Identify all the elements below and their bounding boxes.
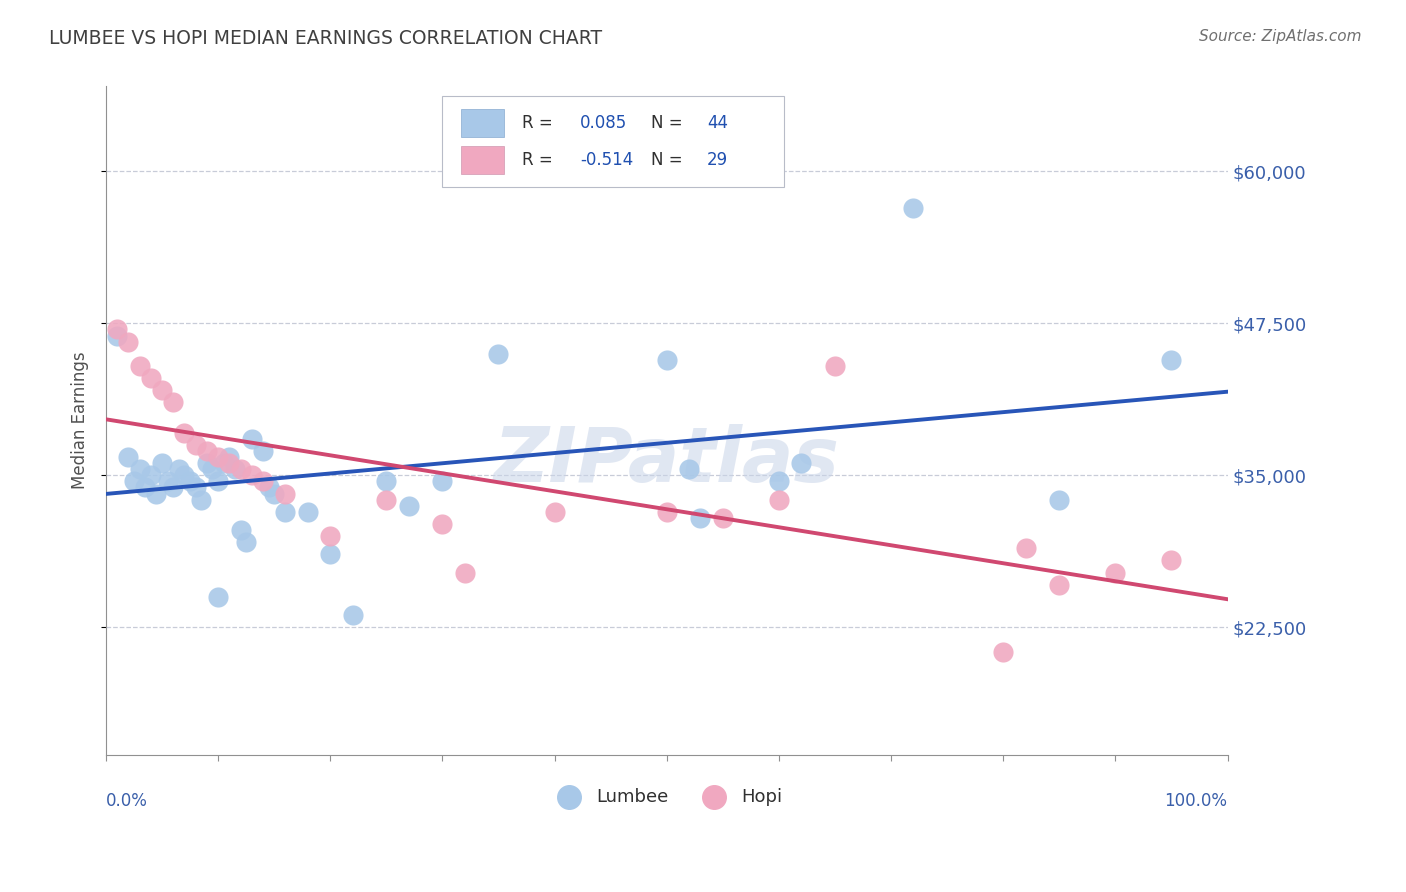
Point <box>375 492 398 507</box>
Point <box>195 444 218 458</box>
Point <box>711 511 734 525</box>
Point <box>274 505 297 519</box>
Point <box>195 456 218 470</box>
Text: R =: R = <box>522 114 558 132</box>
Text: 44: 44 <box>707 114 728 132</box>
Point <box>488 347 510 361</box>
Text: 29: 29 <box>707 151 728 169</box>
Point <box>224 462 246 476</box>
Text: Source: ZipAtlas.com: Source: ZipAtlas.com <box>1198 29 1361 44</box>
Text: 0.085: 0.085 <box>581 114 627 132</box>
Point <box>235 535 257 549</box>
Text: 100.0%: 100.0% <box>1164 792 1227 810</box>
Point <box>179 475 201 489</box>
Text: R =: R = <box>522 151 558 169</box>
Point <box>173 468 195 483</box>
Point <box>145 486 167 500</box>
FancyBboxPatch shape <box>461 109 505 137</box>
Point <box>274 486 297 500</box>
Point <box>105 328 128 343</box>
Point <box>297 505 319 519</box>
Point <box>139 371 162 385</box>
Point <box>207 475 229 489</box>
Point <box>993 644 1015 658</box>
Point <box>218 456 240 470</box>
Point <box>117 450 139 464</box>
Point <box>162 481 184 495</box>
Point <box>768 475 790 489</box>
Point <box>689 511 711 525</box>
Point <box>1104 566 1126 580</box>
Point <box>128 462 150 476</box>
Point <box>252 444 274 458</box>
Point <box>257 481 280 495</box>
Text: 0.0%: 0.0% <box>105 792 148 810</box>
Text: N =: N = <box>651 114 688 132</box>
Point <box>375 475 398 489</box>
Point <box>105 322 128 336</box>
Point <box>150 383 173 397</box>
Point <box>342 608 364 623</box>
Point <box>207 450 229 464</box>
Point <box>240 468 263 483</box>
Point <box>678 462 700 476</box>
Point <box>432 516 454 531</box>
Point <box>768 492 790 507</box>
Point <box>122 475 145 489</box>
Point <box>319 547 342 561</box>
Point <box>162 395 184 409</box>
Point <box>655 505 678 519</box>
Point <box>139 468 162 483</box>
Point <box>1047 492 1070 507</box>
Point <box>184 438 207 452</box>
Point <box>655 352 678 367</box>
Point <box>218 450 240 464</box>
FancyBboxPatch shape <box>461 146 505 174</box>
Point <box>398 499 420 513</box>
FancyBboxPatch shape <box>443 96 785 186</box>
Text: N =: N = <box>651 151 688 169</box>
Point <box>207 590 229 604</box>
Point <box>543 505 565 519</box>
Point <box>252 475 274 489</box>
Point <box>167 462 190 476</box>
Point <box>1047 578 1070 592</box>
Point <box>319 529 342 543</box>
Point <box>150 456 173 470</box>
Y-axis label: Median Earnings: Median Earnings <box>72 351 89 490</box>
Point <box>117 334 139 349</box>
Text: -0.514: -0.514 <box>581 151 634 169</box>
Point <box>240 432 263 446</box>
Legend: Lumbee, Hopi: Lumbee, Hopi <box>544 780 789 813</box>
Point <box>229 523 252 537</box>
Point <box>184 481 207 495</box>
Point <box>824 359 846 373</box>
Point <box>1014 541 1036 556</box>
Point <box>903 201 925 215</box>
Point <box>190 492 212 507</box>
Point <box>432 475 454 489</box>
Text: LUMBEE VS HOPI MEDIAN EARNINGS CORRELATION CHART: LUMBEE VS HOPI MEDIAN EARNINGS CORRELATI… <box>49 29 602 47</box>
Point <box>201 462 224 476</box>
Point <box>173 425 195 440</box>
Point <box>263 486 285 500</box>
Point <box>1160 352 1182 367</box>
Point <box>212 456 235 470</box>
Point <box>229 462 252 476</box>
Text: ZIPatlas: ZIPatlas <box>494 424 839 498</box>
Point <box>134 481 156 495</box>
Point <box>1160 553 1182 567</box>
Point <box>156 475 179 489</box>
Point <box>128 359 150 373</box>
Point <box>454 566 477 580</box>
Point <box>790 456 813 470</box>
